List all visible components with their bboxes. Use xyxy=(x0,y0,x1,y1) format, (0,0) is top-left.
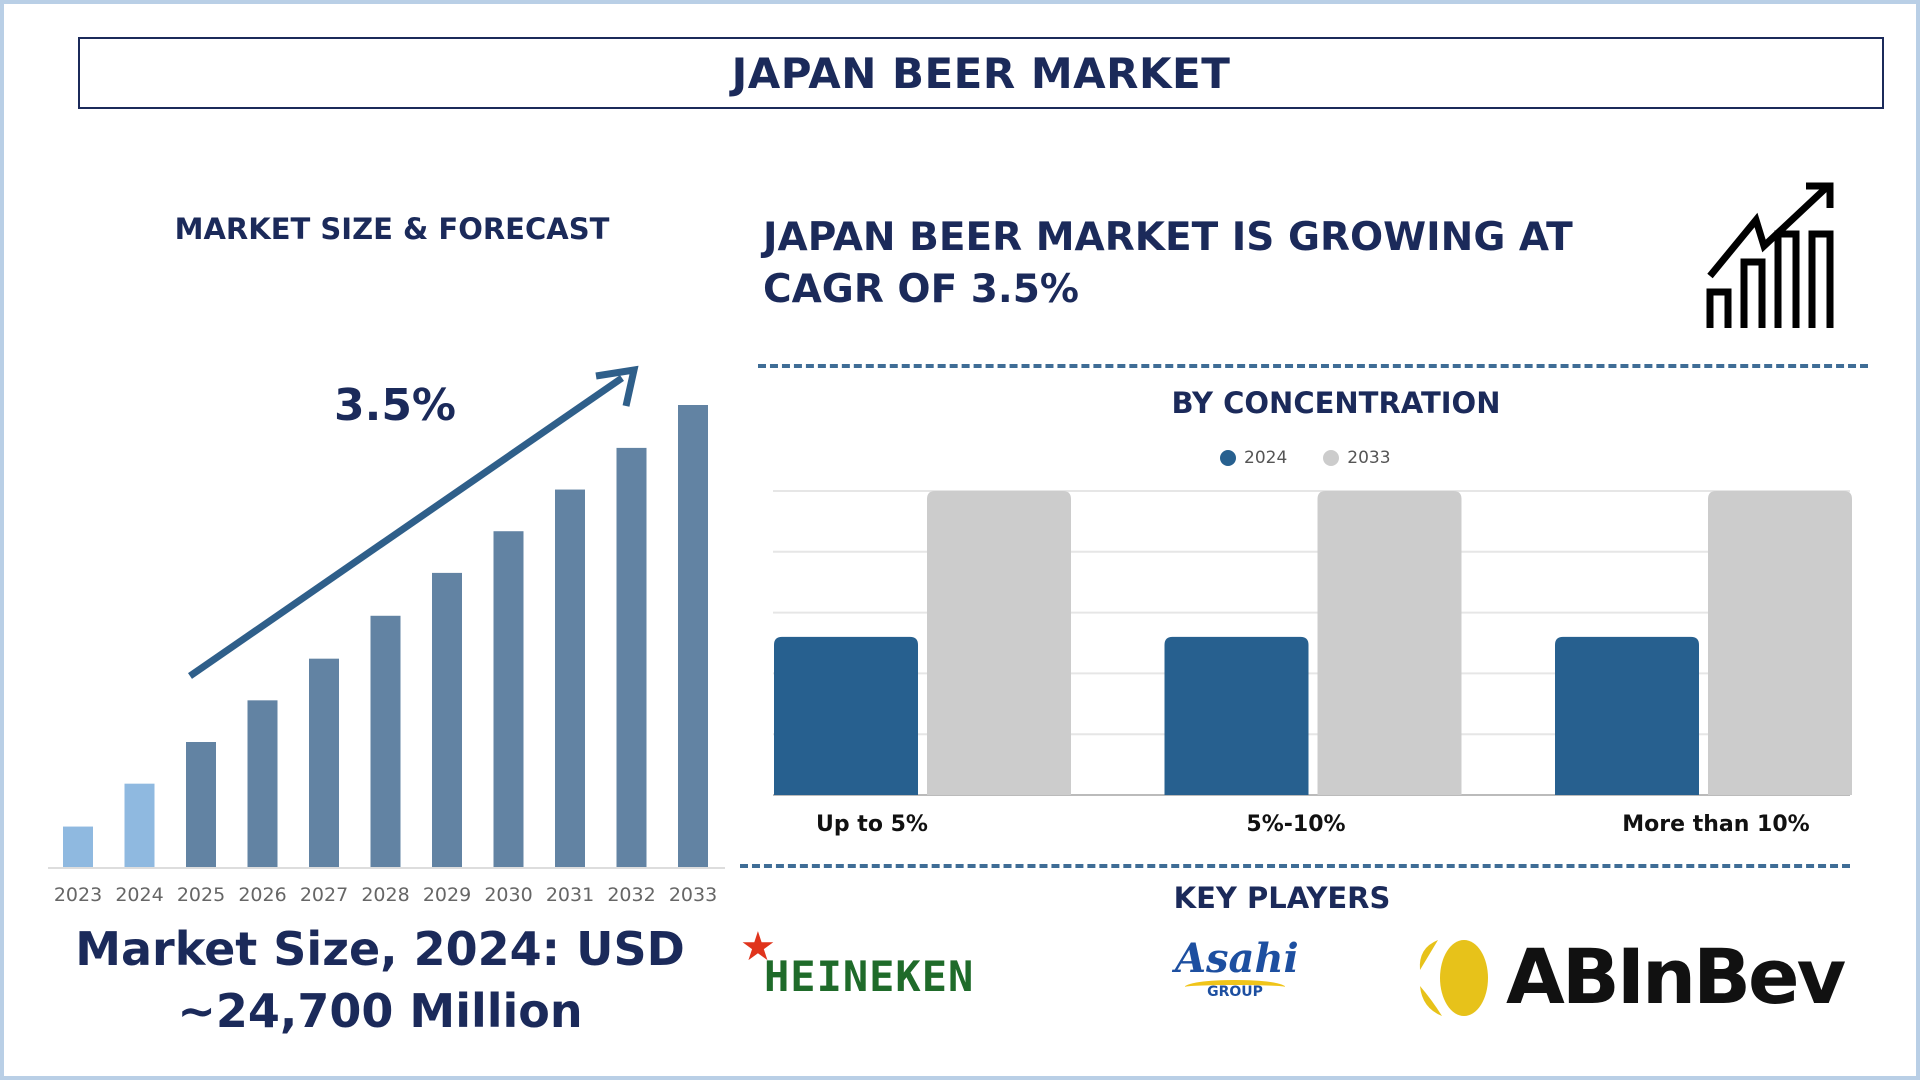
bar-2030 xyxy=(493,531,524,867)
bar-2024-0 xyxy=(774,636,918,795)
legend-2033-label: 2033 xyxy=(1347,448,1391,468)
divider-bottom xyxy=(740,864,1850,868)
year-label-2023: 2023 xyxy=(54,884,102,906)
year-label-2028: 2028 xyxy=(361,884,409,906)
category-label: 5%-10% xyxy=(1246,812,1345,837)
abinbev-emblem-icon xyxy=(1419,940,1488,1016)
market-size-chart: 2023 2024 2025 2026 2027 2028 2029 2030 2031 2032… xyxy=(48,365,725,906)
bar-2026 xyxy=(247,700,278,867)
bar-2033 xyxy=(678,405,708,867)
bar-2028 xyxy=(370,615,401,867)
category-label: Up to 5% xyxy=(816,812,928,837)
market-size-heading: MARKET SIZE & FORECAST xyxy=(174,212,610,246)
bar-2024 xyxy=(124,783,155,867)
bar-2031 xyxy=(555,489,585,867)
category-label: More than 10% xyxy=(1622,812,1809,837)
star-icon: ★ xyxy=(740,924,776,970)
year-label-2025: 2025 xyxy=(177,884,225,906)
market-size-line1: Market Size, 2024: USD xyxy=(75,922,685,976)
trend-arrow xyxy=(188,375,624,679)
abinbev-logo: ABInBev xyxy=(1412,930,1872,1022)
growth-chart-icon xyxy=(1706,182,1834,328)
page-title: JAPAN BEER MARKET xyxy=(78,37,1884,109)
heineken-logo: ★ HEINEKEN xyxy=(740,924,975,1001)
bar-2029 xyxy=(432,572,462,867)
divider-top xyxy=(758,364,1868,368)
growth-line2: CAGR OF 3.5% xyxy=(763,267,1079,312)
growth-statement: JAPAN BEER MARKET IS GROWING AT CAGR OF … xyxy=(763,212,1573,316)
year-label-2033: 2033 xyxy=(669,884,717,906)
bar-2033-0 xyxy=(927,491,1071,795)
legend-2024-swatch xyxy=(1220,450,1236,466)
year-label-2032: 2032 xyxy=(607,884,655,906)
bar-2027 xyxy=(309,658,339,867)
cagr-annotation: 3.5% xyxy=(333,380,457,431)
trend-arrowhead-icon xyxy=(595,365,639,407)
asahi-logo: Asahi GROUP xyxy=(1175,935,1299,1000)
bar-2033-1 xyxy=(1317,491,1462,795)
legend-2033-swatch xyxy=(1323,450,1340,466)
year-label-2031: 2031 xyxy=(546,884,594,906)
bar-2024-1 xyxy=(1164,636,1309,795)
bar-2024-2 xyxy=(1555,636,1699,795)
market-size-text: Market Size, 2024: USD ~24,700 Million xyxy=(40,918,720,1042)
bar-2023 xyxy=(63,826,93,867)
legend: 2024 2033 xyxy=(1220,448,1391,468)
key-players-heading: KEY PLAYERS xyxy=(1173,881,1391,915)
bar-2033-2 xyxy=(1708,491,1852,795)
year-label-2030: 2030 xyxy=(484,884,532,906)
growth-line1: JAPAN BEER MARKET IS GROWING AT xyxy=(763,215,1573,260)
year-label-2024: 2024 xyxy=(115,884,163,906)
year-label-2029: 2029 xyxy=(423,884,471,906)
concentration-heading: BY CONCENTRATION xyxy=(1171,386,1501,420)
market-size-line2: ~24,700 Million xyxy=(177,984,583,1038)
legend-2024-label: 2024 xyxy=(1244,448,1288,468)
year-label-2027: 2027 xyxy=(300,884,348,906)
year-label-2026: 2026 xyxy=(238,884,286,906)
concentration-chart: Up to 5% 5%-10% More than 10% xyxy=(773,490,1852,837)
bar-2025 xyxy=(186,742,216,867)
bar-2032 xyxy=(616,447,647,867)
